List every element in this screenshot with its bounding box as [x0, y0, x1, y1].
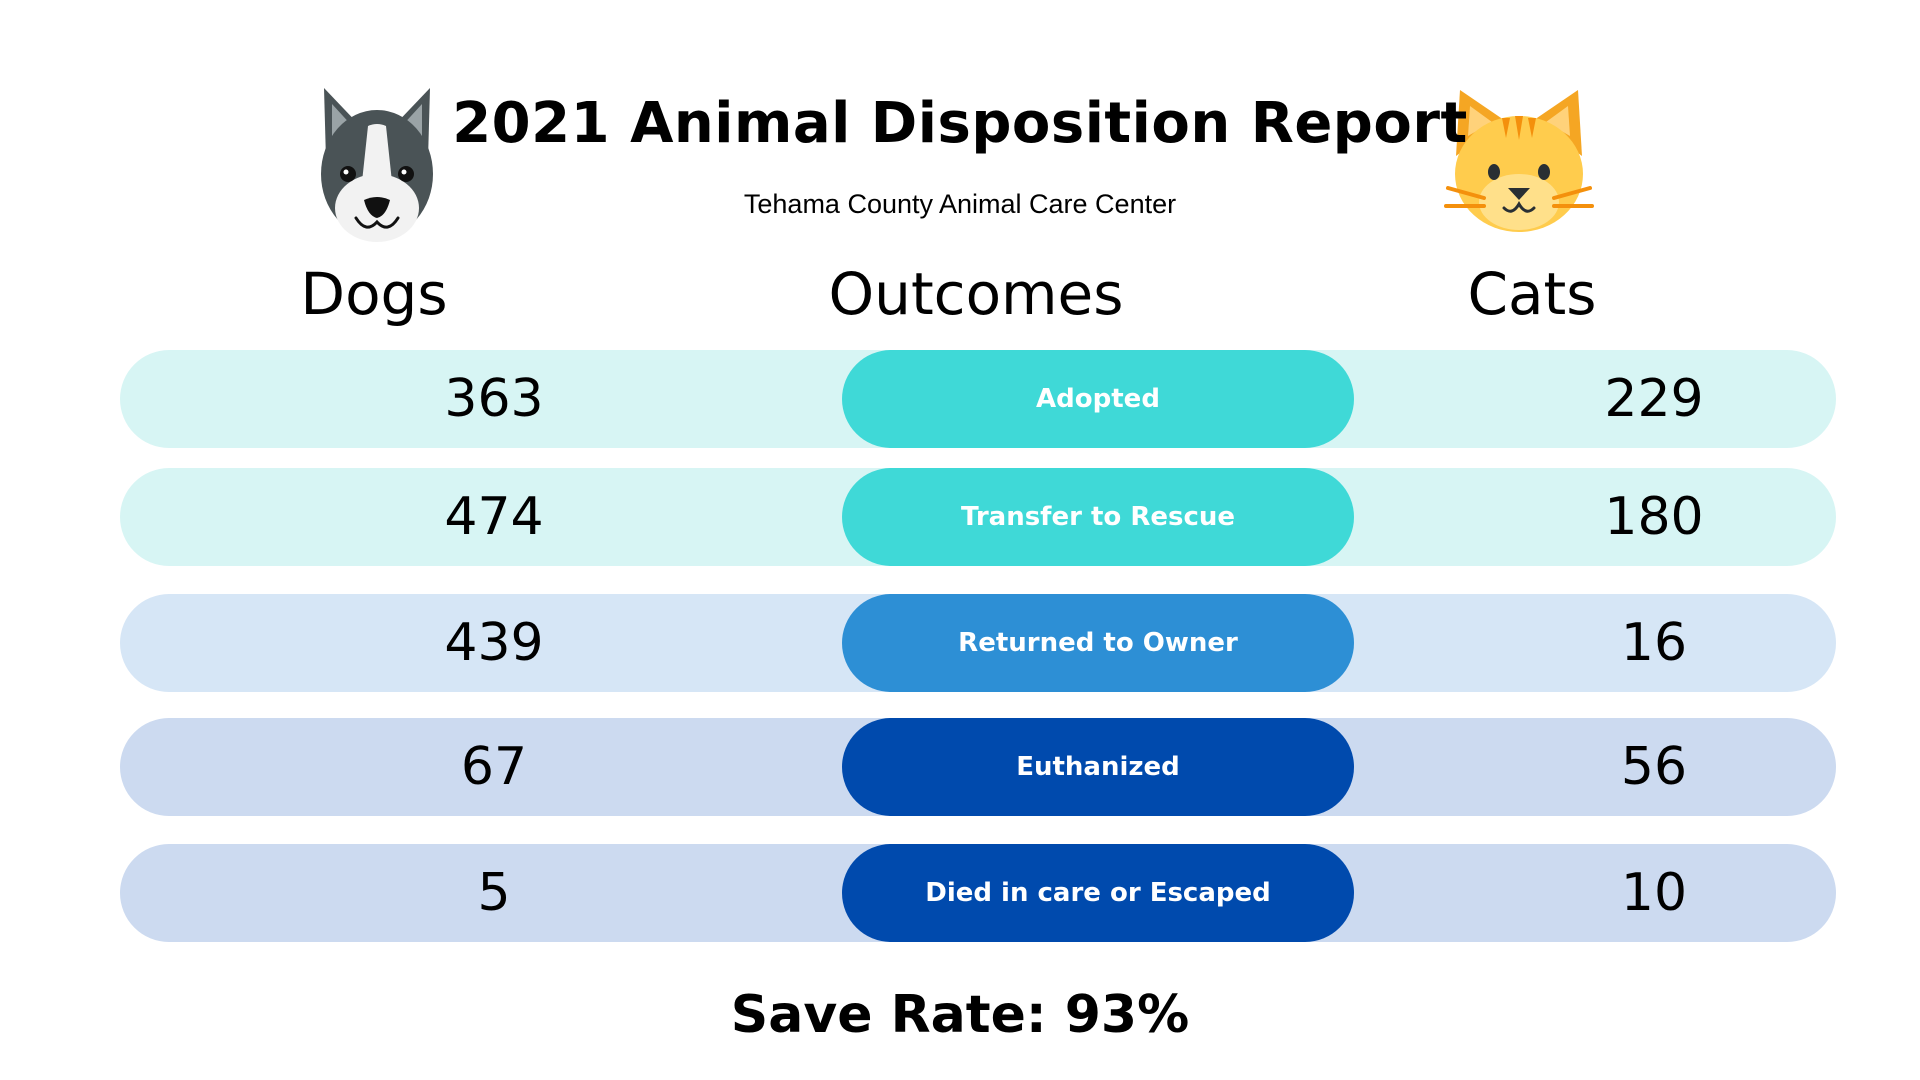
outcome-row-returned: 439 Returned to Owner 16 [120, 594, 1836, 692]
report-subtitle: Tehama County Animal Care Center [743, 189, 1177, 219]
outcome-label: Euthanized [842, 718, 1354, 816]
dog-face-icon [321, 88, 433, 242]
save-rate: Save Rate: 93% [730, 985, 1190, 1045]
outcome-label: Adopted [842, 350, 1354, 448]
cats-column-header: Cats [1467, 260, 1597, 328]
dogs-count: 363 [444, 369, 544, 429]
dogs-count: 474 [444, 487, 544, 547]
outcome-row-transfer: 474 Transfer to Rescue 180 [120, 468, 1836, 566]
cat-face-icon [1444, 90, 1594, 232]
outcome-row-euthanized: 67 Euthanized 56 [120, 718, 1836, 816]
dogs-count: 5 [477, 863, 511, 923]
cats-count: 10 [1620, 863, 1688, 923]
dogs-count: 439 [444, 613, 544, 673]
cats-count: 229 [1604, 369, 1704, 429]
cats-count: 16 [1620, 613, 1688, 673]
dogs-count: 67 [460, 737, 528, 797]
cats-count: 56 [1620, 737, 1688, 797]
outcome-label: Returned to Owner [842, 594, 1354, 692]
dogs-column-header: Dogs [300, 260, 448, 328]
outcome-row-adopted: 363 Adopted 229 [120, 350, 1836, 448]
cats-count: 180 [1604, 487, 1704, 547]
outcome-label: Died in care or Escaped [842, 844, 1354, 942]
report-title: 2021 Animal Disposition Report [452, 91, 1468, 156]
outcome-label: Transfer to Rescue [842, 468, 1354, 566]
outcome-row-died-escaped: 5 Died in care or Escaped 10 [120, 844, 1836, 942]
outcomes-column-header: Outcomes [828, 260, 1124, 328]
